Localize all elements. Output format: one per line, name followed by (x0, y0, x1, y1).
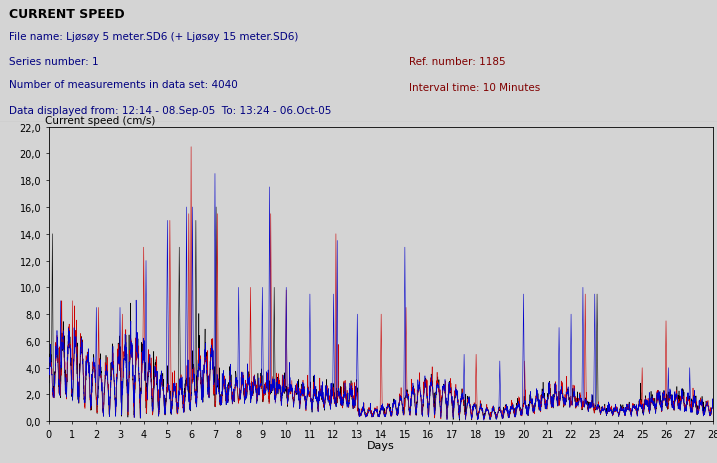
Text: CURRENT SPEED: CURRENT SPEED (9, 8, 124, 21)
Text: Current speed (cm/s): Current speed (cm/s) (45, 116, 156, 126)
X-axis label: Days: Days (367, 440, 395, 450)
Text: Interval time: 10 Minutes: Interval time: 10 Minutes (409, 82, 540, 93)
Text: Data displayed from: 12:14 - 08.Sep-05  To: 13:24 - 06.Oct-05: Data displayed from: 12:14 - 08.Sep-05 T… (9, 106, 331, 116)
Text: File name: Ljøsøy 5 meter.SD6 (+ Ljøsøy 15 meter.SD6): File name: Ljøsøy 5 meter.SD6 (+ Ljøsøy … (9, 32, 298, 42)
Text: Ref. number: 1185: Ref. number: 1185 (409, 56, 505, 67)
Text: Number of measurements in data set: 4040: Number of measurements in data set: 4040 (9, 80, 237, 90)
Text: Series number: 1: Series number: 1 (9, 56, 98, 67)
